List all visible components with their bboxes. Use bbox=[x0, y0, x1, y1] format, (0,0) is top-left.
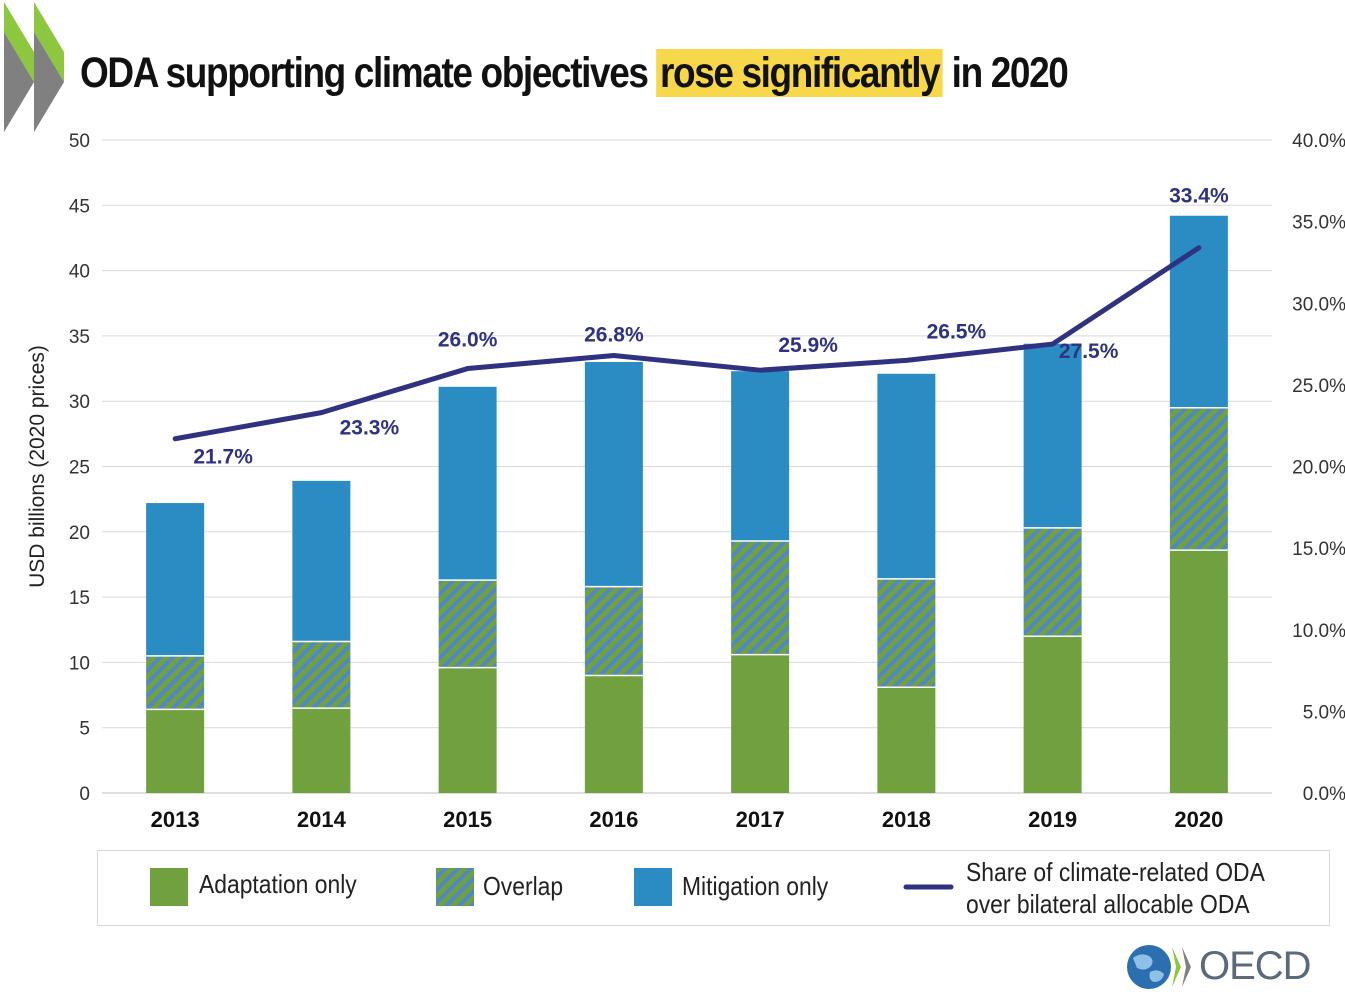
oecd-logo-text: OECD bbox=[1199, 944, 1312, 988]
share-data-label: 27.5% bbox=[1059, 340, 1119, 363]
bar-adaptation bbox=[1169, 550, 1228, 793]
bar-adaptation bbox=[584, 675, 643, 793]
title-highlight: rose significantly bbox=[656, 49, 943, 97]
share-data-label: 26.5% bbox=[927, 320, 987, 343]
y-tick-label: 35 bbox=[69, 327, 90, 348]
bar-overlap bbox=[292, 641, 351, 709]
bar-mitigation bbox=[584, 362, 643, 587]
y-tick-label: 0 bbox=[79, 784, 90, 805]
title-part-1: ODA supporting climate objectives bbox=[80, 49, 657, 97]
y2-tick-label: 35.0% bbox=[1292, 213, 1345, 234]
bar-adaptation bbox=[438, 667, 497, 793]
bar-overlap bbox=[146, 655, 205, 710]
axes: 0 5 10 15 20 25 30 35 40 45 50 0.0% 5.0% 10.0% 15.0% 20… bbox=[26, 131, 1345, 832]
x-tick-label: 2015 bbox=[443, 807, 492, 832]
bar-mitigation bbox=[877, 373, 936, 579]
legend-label-mitigation: Mitigation only bbox=[682, 871, 829, 901]
y2-tick-label: 25.0% bbox=[1292, 376, 1345, 397]
x-tick-label: 2019 bbox=[1028, 807, 1077, 832]
x-tick-label: 2013 bbox=[151, 807, 200, 832]
y-tick-label: 50 bbox=[69, 131, 90, 152]
share-data-label: 23.3% bbox=[340, 417, 400, 440]
legend-label-adaptation: Adaptation only bbox=[199, 869, 357, 899]
legend-swatch-adaptation bbox=[150, 868, 188, 906]
legend: Adaptation only Overlap Mitigation only … bbox=[97, 850, 1330, 926]
bar-adaptation bbox=[292, 708, 351, 793]
x-tick-label: 2014 bbox=[297, 807, 347, 832]
y2-tick-label: 30.0% bbox=[1292, 294, 1345, 315]
bar-adaptation bbox=[146, 709, 205, 793]
y-tick-label: 10 bbox=[69, 653, 90, 674]
bar-overlap bbox=[584, 586, 643, 676]
share-data-label: 33.4% bbox=[1169, 185, 1229, 208]
y2-tick-label: 40.0% bbox=[1292, 131, 1345, 152]
bar-overlap bbox=[1023, 527, 1082, 637]
bar-adaptation bbox=[877, 687, 936, 793]
y-tick-label: 40 bbox=[69, 262, 90, 283]
bar-adaptation bbox=[1023, 636, 1082, 793]
y2-tick-label: 20.0% bbox=[1292, 458, 1345, 479]
share-data-label: 26.0% bbox=[438, 329, 498, 352]
legend-label-share-line2: over bilateral allocable ODA bbox=[966, 889, 1250, 919]
x-tick-label: 2018 bbox=[882, 807, 931, 832]
gridlines bbox=[102, 139, 1272, 794]
bar-overlap bbox=[877, 578, 936, 688]
y2-tick-label: 0.0% bbox=[1303, 784, 1345, 805]
legend-swatch-overlap bbox=[436, 868, 474, 906]
y-tick-label: 5 bbox=[79, 719, 90, 740]
bars bbox=[146, 215, 1228, 793]
legend-swatches bbox=[150, 868, 954, 906]
bar-adaptation bbox=[731, 654, 790, 793]
bar-mitigation bbox=[438, 386, 497, 581]
bar-mitigation bbox=[146, 503, 205, 656]
y-axis-label: USD billions (2020 prices) bbox=[26, 345, 49, 588]
legend-swatch-mitigation bbox=[634, 868, 672, 906]
bar-overlap bbox=[438, 580, 497, 668]
share-data-label: 21.7% bbox=[193, 446, 253, 469]
share-data-label: 25.9% bbox=[778, 334, 838, 357]
chevron-logo-icon bbox=[4, 2, 64, 132]
share-line-path bbox=[172, 245, 1202, 442]
y-tick-label: 45 bbox=[69, 196, 90, 217]
globe-icon bbox=[1127, 945, 1191, 989]
bar-mitigation bbox=[1023, 343, 1082, 528]
share-data-label: 26.8% bbox=[584, 323, 644, 346]
y-tick-label: 30 bbox=[69, 392, 90, 413]
y2-tick-label: 10.0% bbox=[1292, 621, 1345, 642]
x-tick-label: 2016 bbox=[589, 807, 638, 832]
bar-mitigation bbox=[292, 480, 351, 642]
legend-label-overlap: Overlap bbox=[483, 871, 564, 901]
x-tick-label: 2017 bbox=[736, 807, 785, 832]
chart-title: ODA supporting climate objectives rose s… bbox=[80, 38, 1228, 108]
legend-label-share-line1: Share of climate-related ODA bbox=[966, 857, 1265, 887]
bar-mitigation bbox=[1169, 215, 1228, 408]
bar-overlap bbox=[731, 540, 790, 655]
y-tick-label: 15 bbox=[69, 588, 90, 609]
share-line: 21.7% 23.3% 26.0% 26.8% 25.9% 26.5% 27.5% 33.4% bbox=[172, 185, 1229, 469]
y-tick-label: 20 bbox=[69, 523, 90, 544]
y2-tick-label: 5.0% bbox=[1303, 702, 1345, 723]
title-part-2: in 2020 bbox=[942, 49, 1069, 97]
bar-mitigation bbox=[731, 371, 790, 541]
y2-tick-label: 15.0% bbox=[1292, 539, 1345, 560]
y-tick-label: 25 bbox=[69, 458, 90, 479]
bar-overlap bbox=[1169, 407, 1228, 551]
x-tick-label: 2020 bbox=[1174, 807, 1223, 832]
